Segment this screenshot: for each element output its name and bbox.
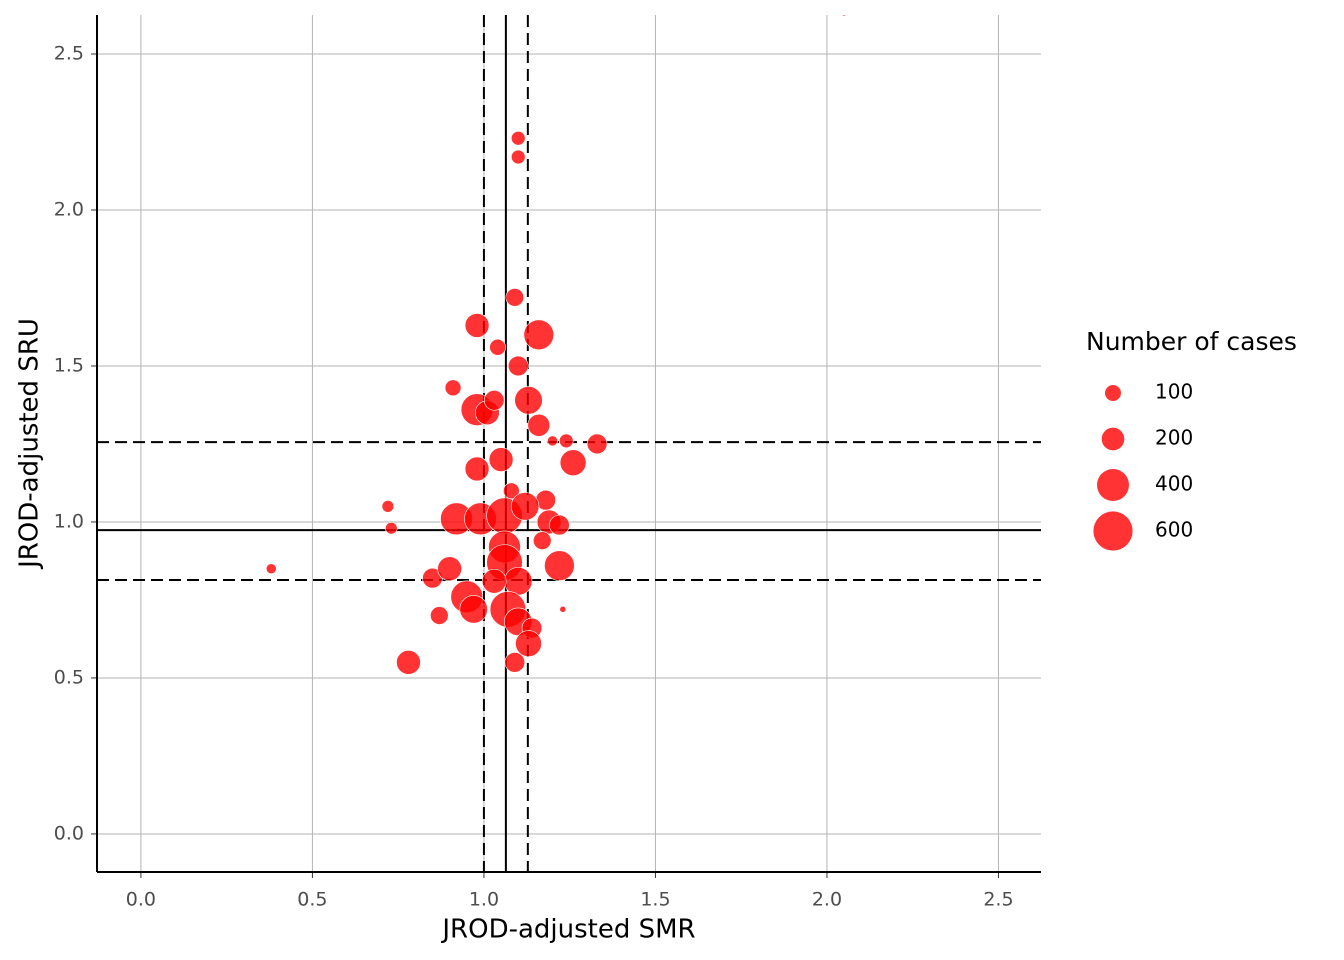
y-tick-label: 0.0 (54, 822, 84, 844)
bubble (504, 567, 533, 596)
x-tick-label: 1.5 (640, 889, 670, 911)
bubble (430, 606, 449, 625)
bubble (511, 131, 526, 146)
legend-label: 100 (1155, 380, 1193, 404)
bubble (481, 568, 507, 594)
x-tick-label: 0.5 (297, 889, 327, 911)
x-tick-label: 1.0 (469, 889, 499, 911)
bubble (559, 449, 587, 477)
y-tick-label: 1.5 (54, 354, 84, 376)
bubble (510, 492, 540, 521)
bubble (547, 435, 558, 447)
bubble (483, 390, 505, 411)
points (265, 15, 847, 675)
axes: 0.0 0.5 1.0 1.5 2.0 2.5 0.0 0.5 1.0 1.5 2.0 2.5 (54, 15, 1041, 911)
bubble (559, 433, 574, 449)
bubble (464, 456, 490, 482)
bubble (396, 650, 421, 675)
legend-bubble (1105, 385, 1121, 401)
bubble (511, 149, 526, 165)
x-tick-label: 2.0 (812, 889, 842, 911)
bubble (459, 595, 488, 624)
legend-bubble (1097, 469, 1129, 501)
bubble (505, 288, 525, 307)
y-tick-label: 2.0 (54, 198, 84, 220)
bubble (586, 433, 608, 455)
bubble (464, 313, 490, 338)
bubble (532, 531, 552, 550)
legend-bubble (1093, 511, 1133, 551)
bubble (515, 630, 542, 657)
x-tick-label: 2.5 (983, 889, 1013, 911)
legend: Number of cases 100 200 400 600 (1086, 327, 1297, 551)
y-tick-label: 0.5 (54, 666, 84, 688)
bubble (488, 447, 514, 472)
bubble (503, 482, 520, 500)
y-tick-label: 1.0 (54, 510, 84, 532)
bubble (514, 386, 543, 415)
bubble (841, 15, 847, 17)
legend-label: 200 (1155, 426, 1193, 450)
y-tick-label: 2.5 (54, 42, 84, 64)
bubble (523, 319, 555, 351)
bubble (527, 413, 551, 437)
legend-title: Number of cases (1086, 327, 1297, 356)
bubble (385, 521, 398, 535)
bubble (507, 355, 529, 377)
bubble (437, 556, 462, 582)
bubble (504, 652, 526, 673)
bubble (381, 500, 395, 513)
bubble (544, 550, 575, 581)
legend-bubble (1101, 427, 1125, 451)
bubble (265, 563, 277, 575)
y-axis-title: JROD-adjusted SRU (15, 318, 45, 570)
bubble (559, 605, 567, 613)
bubble (444, 379, 462, 397)
x-tick-label: 0.0 (126, 889, 156, 911)
legend-label: 400 (1155, 472, 1193, 496)
bubble (549, 514, 570, 536)
legend-label: 600 (1155, 518, 1193, 542)
bubble (489, 338, 506, 356)
x-axis-title: JROD-adjusted SMR (440, 915, 695, 945)
